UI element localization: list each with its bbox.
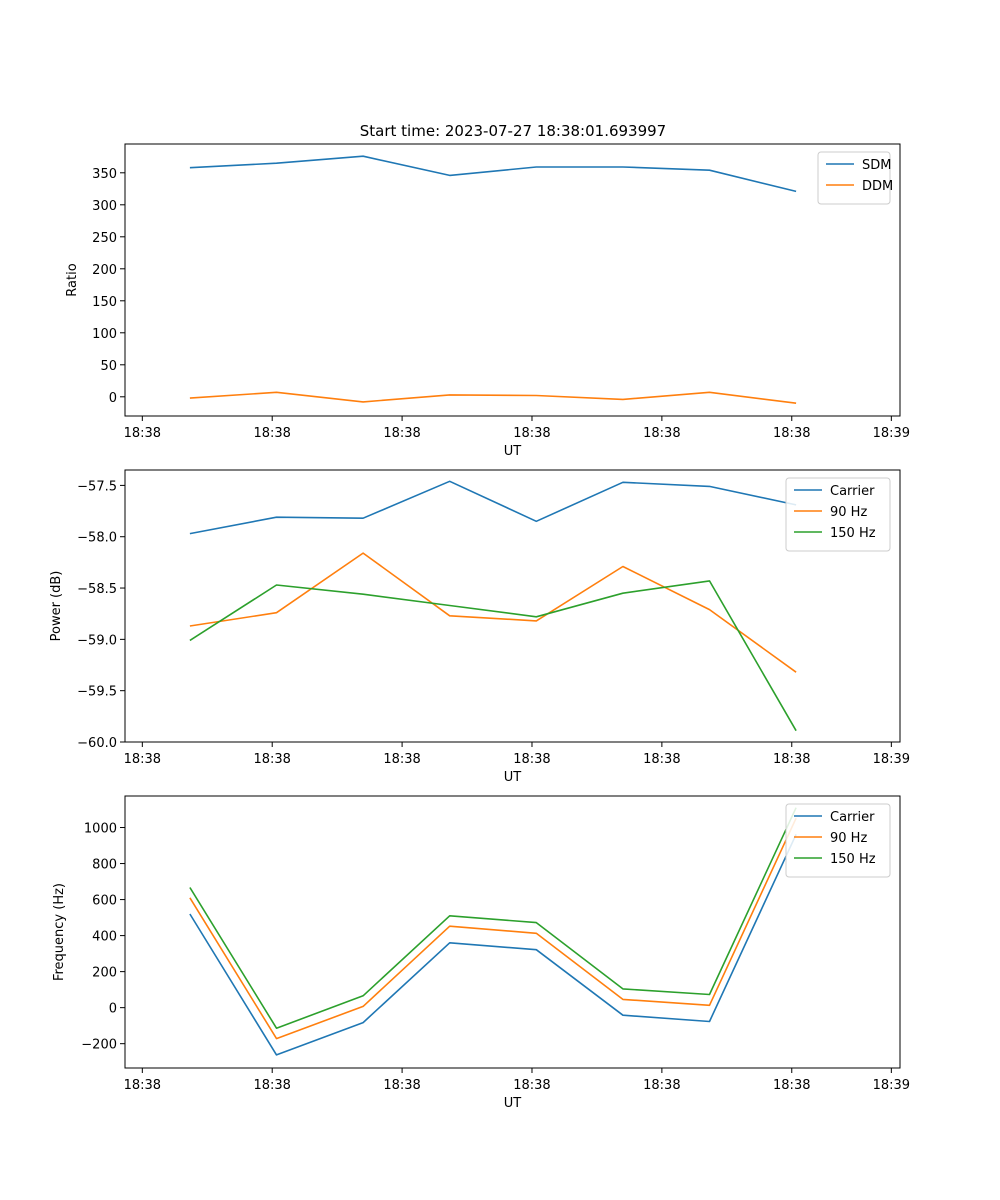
legend-box bbox=[817, 151, 891, 205]
x-axis-label: UT bbox=[504, 1096, 522, 1111]
series-line-150-hz bbox=[189, 807, 797, 1029]
series-line-90-hz bbox=[189, 817, 797, 1040]
series-line-carrier bbox=[189, 480, 797, 535]
x-tick-label: 18:38 bbox=[643, 426, 680, 441]
series-line-150-hz bbox=[189, 580, 797, 732]
y-tick-label: 200 bbox=[92, 966, 117, 981]
legend-label-carrier: Carrier bbox=[830, 484, 875, 499]
axes-frame bbox=[124, 795, 901, 1069]
y-tick-label: −200 bbox=[81, 1038, 117, 1053]
y-tick-label: 150 bbox=[92, 295, 117, 310]
y-tick-label: −57.5 bbox=[77, 479, 117, 494]
x-tick-label: 18:38 bbox=[383, 752, 420, 767]
y-tick-label: −59.0 bbox=[77, 633, 117, 648]
legend-label-90-hz: 90 Hz bbox=[830, 505, 867, 520]
x-tick-label: 18:38 bbox=[773, 752, 810, 767]
y-tick-label: 250 bbox=[92, 231, 117, 246]
x-tick-label: 18:38 bbox=[773, 426, 810, 441]
legend-label-ddm: DDM bbox=[862, 179, 893, 194]
legend-label-150-hz: 150 Hz bbox=[830, 852, 876, 867]
legend: SDM DDM bbox=[817, 151, 893, 205]
y-axis-label: Frequency (Hz) bbox=[52, 883, 67, 981]
series-group bbox=[189, 155, 797, 404]
y-tick-label: 0 bbox=[109, 1002, 117, 1017]
x-tick-label: 18:38 bbox=[383, 1078, 420, 1093]
charts-layer: 18:38 18:38 18:38 18:38 18:38 18:38 18:39 0 50 10… bbox=[49, 143, 910, 1111]
x-tick-label: 18:38 bbox=[513, 1078, 550, 1093]
y-tick-label: 100 bbox=[92, 327, 117, 342]
x-tick-label: 18:38 bbox=[253, 752, 290, 767]
x-tick-label: 18:39 bbox=[873, 752, 910, 767]
x-tick-label: 18:38 bbox=[124, 426, 161, 441]
x-tick-label: 18:38 bbox=[124, 752, 161, 767]
axes-frame bbox=[124, 469, 901, 743]
figure-title: Start time: 2023-07-27 18:38:01.693997 bbox=[360, 122, 666, 140]
y-tick-label: −60.0 bbox=[77, 736, 117, 751]
series-line-carrier bbox=[189, 834, 797, 1056]
x-tick-label: 18:38 bbox=[253, 426, 290, 441]
legend-label-carrier: Carrier bbox=[830, 810, 875, 825]
chart-3: 18:38 18:38 18:38 18:38 18:38 18:38 18:39 −200 0… bbox=[52, 795, 910, 1111]
x-tick-label: 18:39 bbox=[873, 426, 910, 441]
y-tick-label: −58.5 bbox=[77, 582, 117, 597]
y-tick-label: 400 bbox=[92, 930, 117, 945]
y-tick-label: −59.5 bbox=[77, 685, 117, 700]
y-tick-label: 200 bbox=[92, 263, 117, 278]
y-axis-label: Ratio bbox=[65, 263, 80, 296]
legend-label-sdm: SDM bbox=[862, 158, 891, 173]
x-tick-label: 18:38 bbox=[643, 1078, 680, 1093]
y-tick-label: 350 bbox=[92, 167, 117, 182]
y-axis-label: Power (dB) bbox=[49, 571, 64, 642]
y-tick-label: 300 bbox=[92, 199, 117, 214]
chart-1: 18:38 18:38 18:38 18:38 18:38 18:38 18:39 0 50 10… bbox=[65, 143, 910, 459]
series-group bbox=[189, 480, 797, 732]
legend: Carrier 90 Hz 150 Hz bbox=[785, 803, 891, 878]
x-axis-label: UT bbox=[504, 444, 522, 459]
legend-label-150-hz: 150 Hz bbox=[830, 526, 876, 541]
x-axis-label: UT bbox=[504, 770, 522, 785]
legend-label-90-hz: 90 Hz bbox=[830, 831, 867, 846]
y-tick-label: 0 bbox=[109, 391, 117, 406]
y-tick-label: 800 bbox=[92, 858, 117, 873]
x-tick-label: 18:39 bbox=[873, 1078, 910, 1093]
y-tick-label: 600 bbox=[92, 894, 117, 909]
x-tick-label: 18:38 bbox=[513, 752, 550, 767]
y-tick-label: −58.0 bbox=[77, 531, 117, 546]
chart-2: 18:38 18:38 18:38 18:38 18:38 18:38 18:39 −60.0… bbox=[49, 469, 910, 785]
x-tick-label: 18:38 bbox=[124, 1078, 161, 1093]
series-group bbox=[189, 807, 797, 1056]
x-tick-label: 18:38 bbox=[643, 752, 680, 767]
x-tick-label: 18:38 bbox=[773, 1078, 810, 1093]
y-tick-label: 1000 bbox=[84, 822, 117, 837]
series-line-ddm bbox=[189, 391, 797, 404]
series-line-sdm bbox=[189, 155, 797, 193]
legend: Carrier 90 Hz 150 Hz bbox=[785, 477, 891, 552]
axes-frame bbox=[124, 143, 901, 417]
x-tick-label: 18:38 bbox=[513, 426, 550, 441]
x-tick-label: 18:38 bbox=[383, 426, 420, 441]
y-tick-label: 50 bbox=[100, 359, 117, 374]
x-tick-label: 18:38 bbox=[253, 1078, 290, 1093]
series-line-90-hz bbox=[189, 552, 797, 673]
